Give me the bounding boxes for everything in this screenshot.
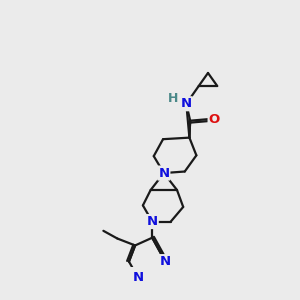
Text: N: N	[181, 97, 192, 110]
Text: N: N	[160, 255, 171, 268]
Text: N: N	[133, 271, 144, 284]
Text: O: O	[208, 113, 220, 126]
Text: N: N	[158, 167, 169, 180]
Text: N: N	[147, 215, 158, 228]
Text: H: H	[168, 92, 178, 105]
